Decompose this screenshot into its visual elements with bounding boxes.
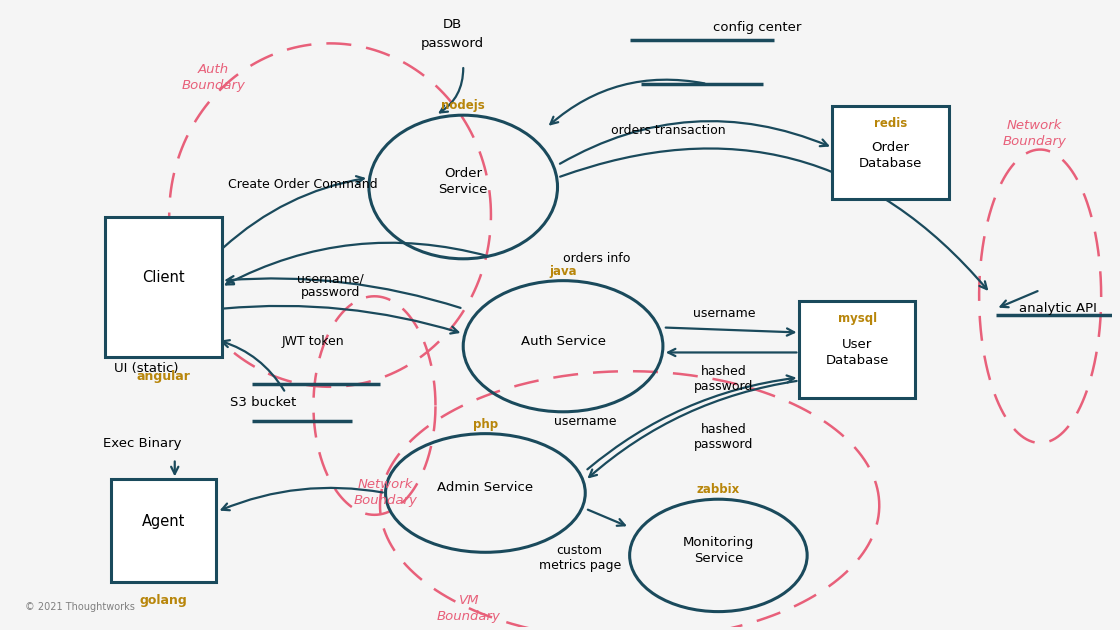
Text: username/: username/ (297, 272, 364, 285)
Text: Client: Client (142, 270, 185, 285)
Text: java: java (549, 265, 577, 278)
Text: zabbix: zabbix (697, 483, 740, 496)
Text: DB: DB (442, 18, 461, 31)
Text: Exec Binary: Exec Binary (103, 437, 181, 450)
Text: mysql: mysql (838, 312, 877, 325)
Text: Auth
Boundary: Auth Boundary (181, 63, 245, 92)
Text: JWT token: JWT token (282, 335, 345, 348)
Text: Network
Boundary: Network Boundary (354, 478, 418, 508)
Text: User
Database: User Database (825, 338, 889, 367)
Text: config center: config center (712, 21, 801, 34)
Text: Monitoring
Service: Monitoring Service (683, 536, 754, 565)
Text: username: username (692, 307, 755, 320)
Text: Order
Database: Order Database (859, 141, 922, 170)
Text: analytic API: analytic API (1019, 302, 1096, 315)
Text: Auth Service: Auth Service (521, 335, 606, 348)
Text: php: php (473, 418, 498, 430)
Text: S3 bucket: S3 bucket (231, 396, 297, 409)
Text: angular: angular (137, 370, 190, 382)
Text: UI (static): UI (static) (113, 362, 178, 375)
Text: golang: golang (140, 595, 187, 607)
FancyBboxPatch shape (111, 479, 216, 582)
FancyBboxPatch shape (105, 217, 222, 357)
Text: Agent: Agent (142, 513, 185, 529)
FancyBboxPatch shape (799, 301, 915, 398)
Text: Order
Service: Order Service (439, 168, 488, 197)
Text: Network
Boundary: Network Boundary (1002, 120, 1066, 149)
Text: nodejs: nodejs (441, 99, 485, 112)
Text: redis: redis (874, 117, 907, 130)
Text: username: username (553, 415, 616, 428)
Text: password: password (420, 37, 484, 50)
Text: hashed
password: hashed password (694, 423, 754, 451)
Text: VM
Boundary: VM Boundary (437, 594, 501, 623)
Text: Create Order Command: Create Order Command (227, 178, 377, 192)
FancyBboxPatch shape (832, 106, 949, 200)
Text: orders transaction: orders transaction (612, 124, 726, 137)
Text: orders info: orders info (563, 252, 631, 265)
Text: password: password (300, 287, 360, 299)
Text: hashed
password: hashed password (694, 365, 754, 393)
Text: © 2021 Thoughtworks: © 2021 Thoughtworks (25, 602, 134, 612)
Text: custom
metrics page: custom metrics page (539, 544, 620, 572)
Text: Admin Service: Admin Service (437, 481, 533, 495)
